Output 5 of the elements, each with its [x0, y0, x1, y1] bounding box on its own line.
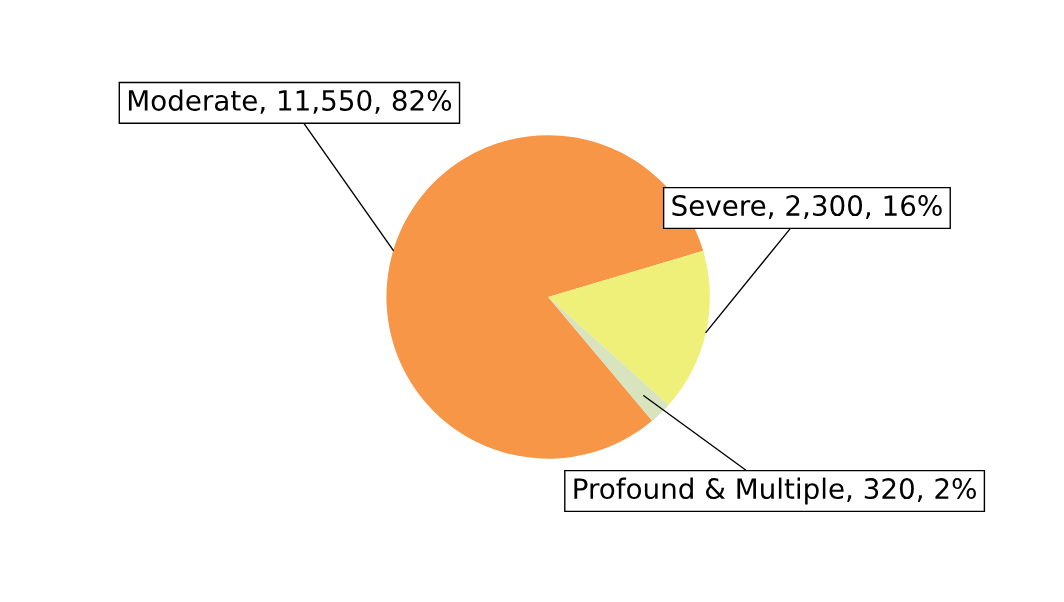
slice-label: Severe, 2,300, 16% — [672, 195, 942, 219]
pie-slice — [548, 250, 710, 405]
slice-label: Profound & Multiple, 320, 2% — [574, 477, 976, 505]
pie-slice — [548, 296, 669, 421]
slice-label: Moderate, 11,550, 82% — [128, 89, 452, 114]
